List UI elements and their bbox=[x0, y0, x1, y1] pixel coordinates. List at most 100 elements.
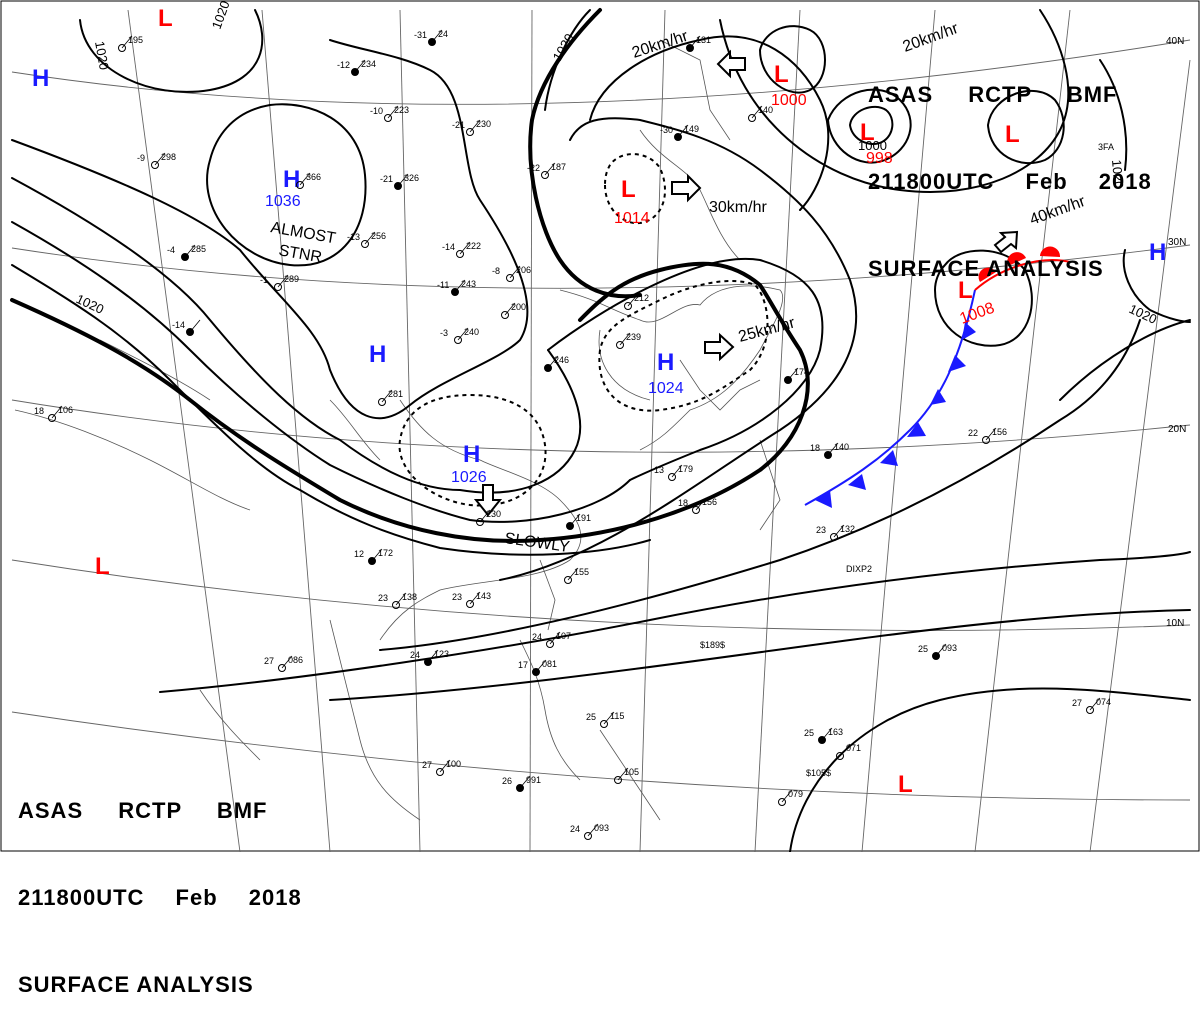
motion-label: 20km/hr bbox=[630, 28, 691, 62]
station-temperature: 24 bbox=[532, 632, 542, 642]
isobar bbox=[789, 687, 1191, 852]
wind-barb bbox=[364, 231, 376, 245]
station-circle bbox=[151, 161, 159, 169]
station-circle bbox=[836, 752, 844, 760]
header-bottom: ASAS RCTP BMF 211800UTC Feb 2018 SURFACE… bbox=[18, 738, 302, 1028]
lat-label: 40N bbox=[1166, 36, 1184, 47]
isobar bbox=[758, 25, 826, 94]
annotation-stnr: STNR bbox=[277, 242, 323, 266]
station-pressure: 298 bbox=[161, 152, 176, 162]
motion-label: SLOWLY bbox=[503, 530, 571, 556]
station-pressure: 140 bbox=[758, 105, 773, 115]
station-temperature: 23 bbox=[452, 592, 462, 602]
station-circle bbox=[296, 181, 304, 189]
wind-barb bbox=[395, 592, 407, 606]
wind-barb bbox=[121, 35, 133, 49]
wind-barb bbox=[787, 367, 799, 381]
isobar bbox=[547, 257, 824, 481]
isobar bbox=[379, 319, 1141, 651]
wind-barb bbox=[619, 332, 631, 346]
arrow-slowly bbox=[473, 484, 503, 517]
low-pressure-value: 1000 bbox=[771, 92, 807, 109]
header-bottom-line2: 211800UTC Feb 2018 bbox=[18, 885, 302, 910]
station-circle bbox=[564, 576, 572, 584]
wind-barb bbox=[671, 464, 683, 478]
wind-barb bbox=[689, 35, 701, 49]
station-pressure: 222 bbox=[466, 241, 481, 251]
wind-barb bbox=[397, 173, 409, 187]
wind-barb bbox=[935, 643, 947, 657]
station-circle bbox=[466, 600, 474, 608]
wind-barb bbox=[547, 355, 559, 369]
station-code: $189$ bbox=[700, 640, 725, 650]
wind-barb bbox=[567, 567, 579, 581]
station-pressure: 191 bbox=[576, 513, 591, 523]
station-temperature: 23 bbox=[378, 593, 388, 603]
station-pressure: 132 bbox=[840, 524, 855, 534]
station-temperature: -3 bbox=[440, 328, 448, 338]
station-circle bbox=[384, 114, 392, 122]
station-pressure: 115 bbox=[610, 711, 624, 721]
station-circle bbox=[616, 341, 624, 349]
isobar bbox=[826, 88, 912, 164]
station-temperature: 22 bbox=[968, 428, 978, 438]
wind-barb bbox=[509, 265, 521, 279]
station-pressure: 179 bbox=[678, 464, 693, 474]
wind-barb bbox=[381, 389, 393, 403]
station-pressure: 230 bbox=[486, 509, 501, 519]
high-center-letter: H bbox=[463, 441, 480, 468]
wind-barb bbox=[833, 524, 845, 538]
wind-barb bbox=[781, 789, 793, 803]
low-center-letter: L bbox=[774, 61, 789, 88]
wind-barb bbox=[677, 124, 689, 138]
station-temperature: -8 bbox=[492, 266, 500, 276]
wind-barb bbox=[281, 655, 293, 669]
latitude-lines bbox=[11, 39, 1191, 801]
high-center-letter: H bbox=[369, 341, 386, 368]
header-top-line1: ASAS RCTP BMF bbox=[868, 82, 1118, 107]
lat-line-20n bbox=[11, 399, 1191, 453]
station-circle bbox=[541, 171, 549, 179]
wind-barb bbox=[277, 274, 289, 288]
isobar bbox=[598, 279, 769, 412]
wind-barb bbox=[439, 759, 451, 773]
station-circle bbox=[378, 398, 386, 406]
station-pressure: 086 bbox=[288, 655, 303, 665]
station-circle bbox=[456, 250, 464, 258]
station-circle bbox=[274, 283, 282, 291]
station-circle bbox=[584, 832, 592, 840]
station-temperature: 18 bbox=[678, 498, 688, 508]
isobar bbox=[11, 221, 631, 523]
station-temperature: 23 bbox=[816, 525, 826, 535]
isobar bbox=[848, 105, 894, 145]
wind-barb bbox=[454, 279, 466, 293]
station-pressure: 140 bbox=[834, 442, 849, 452]
station-temperature: -1 bbox=[260, 275, 268, 285]
station-temperature: 27 bbox=[422, 760, 432, 770]
lat-line-10n bbox=[11, 559, 1191, 631]
station-pressure: 223 bbox=[394, 105, 409, 115]
wind-barb bbox=[569, 513, 581, 527]
station-temperature: 13 bbox=[654, 465, 664, 475]
station-pressure: 071 bbox=[846, 743, 861, 753]
wind-barb bbox=[603, 711, 615, 725]
isobar-label: 1020 bbox=[1109, 159, 1126, 189]
wind-barb bbox=[519, 775, 531, 789]
station-temperature: -13 bbox=[347, 232, 360, 242]
high-center-letter: H bbox=[1149, 239, 1166, 266]
isobar bbox=[79, 9, 264, 93]
station-circle bbox=[506, 274, 514, 282]
low-center-letter: L bbox=[898, 771, 913, 798]
wind-barb bbox=[154, 152, 166, 166]
dashed-isobars bbox=[398, 153, 769, 507]
high-pressure-value: 1024 bbox=[648, 380, 684, 397]
station-pressure: 106 bbox=[58, 405, 73, 415]
station-pressure: 074 bbox=[1096, 697, 1111, 707]
wind-barb bbox=[821, 727, 833, 741]
isobar bbox=[10, 261, 810, 543]
wind-barb bbox=[985, 427, 997, 441]
station-pressure: 256 bbox=[371, 231, 386, 241]
station-id: DIXP2 bbox=[846, 564, 872, 574]
station-circle bbox=[476, 518, 484, 526]
isobar-label: 1020 bbox=[92, 40, 112, 71]
